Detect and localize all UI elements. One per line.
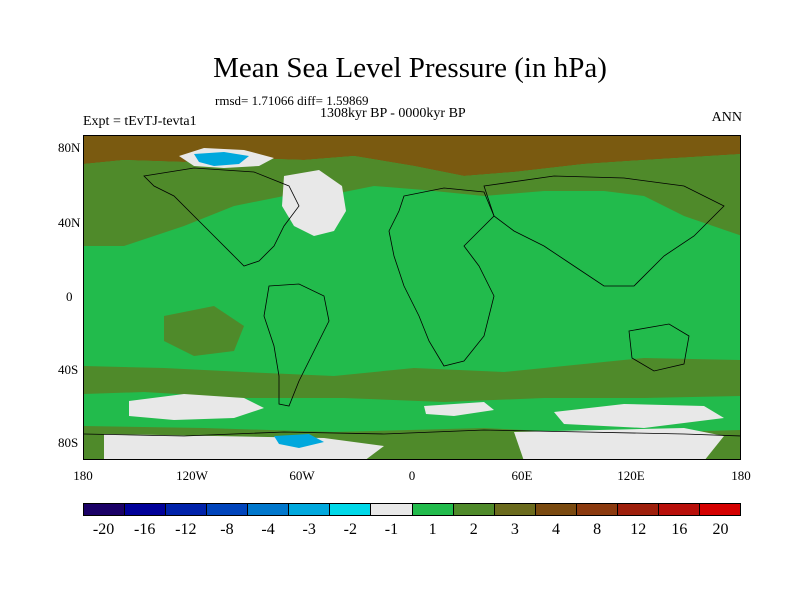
lon-label-0: 0 — [408, 468, 416, 483]
colorbar-tick-label: -8 — [220, 521, 234, 538]
arctic-high-region — [84, 136, 740, 176]
lon-label-180e: 180 — [731, 468, 751, 483]
colorbar-segment — [576, 504, 618, 515]
colorbar-segment — [289, 504, 331, 515]
colorbar-tick-label: 16 — [671, 521, 688, 538]
south-america-coast — [263, 283, 330, 407]
map-panel — [83, 135, 741, 460]
south-pacific-positive — [164, 306, 244, 356]
colorbar — [83, 503, 741, 516]
australia-coast — [628, 323, 690, 372]
season-label: ANN — [711, 110, 742, 125]
north-positive-band — [84, 154, 740, 246]
antarctica-coast — [84, 429, 740, 437]
period-text: 1308kyr BP - 0000kyr BP — [320, 106, 466, 121]
asia-coast — [483, 175, 725, 287]
colorbar-tick-label: 2 — [469, 521, 478, 538]
lon-label-180w: 180 — [73, 468, 93, 483]
experiment-label: Expt = tEvTJ-tevta1 — [83, 114, 197, 129]
coastlines — [84, 167, 740, 437]
lon-label-120w: 120W — [176, 468, 208, 483]
lon-label-60e: 60E — [511, 468, 533, 483]
antarctic-negative-region — [274, 434, 324, 448]
chart-title: Mean Sea Level Pressure (in hPa) — [213, 52, 607, 84]
colorbar-tick-label: 1 — [428, 521, 437, 538]
antarctic-east-near-zero — [514, 428, 724, 459]
colorbar-segment — [412, 504, 454, 515]
greenland-blue-region — [194, 152, 249, 166]
colorbar-segment — [166, 504, 208, 515]
southern-positive-band — [84, 358, 740, 402]
lat-label-80s: 80S — [58, 435, 79, 450]
colorbar-segment — [207, 504, 249, 515]
lon-label-60w: 60W — [289, 468, 315, 483]
southern-near-zero-ribbon-east — [554, 404, 724, 428]
colorbar-segment — [494, 504, 536, 515]
colorbar-tick-label: -20 — [92, 521, 115, 538]
colorbar-segment — [535, 504, 577, 515]
southern-near-zero-ribbon-central — [424, 402, 494, 416]
europe-africa-coast — [388, 187, 495, 367]
lat-label-40s: 40S — [58, 362, 79, 377]
southern-near-zero-ribbon-west — [129, 394, 264, 420]
colorbar-tick-label: -2 — [343, 521, 357, 538]
north-america-coast — [143, 167, 300, 267]
colorbar-tick-label: 8 — [593, 521, 602, 538]
colorbar-tick-label: -3 — [302, 521, 316, 538]
colorbar-tick-label: 3 — [510, 521, 519, 538]
colorbar-tick-label: -1 — [384, 521, 399, 538]
colorbar-tick-label: 12 — [630, 521, 647, 538]
colorbar-segment — [699, 504, 740, 515]
colorbar-segment — [330, 504, 372, 515]
lon-label-120e: 120E — [617, 468, 645, 483]
colorbar-segment — [125, 504, 167, 515]
north-atlantic-near-zero — [282, 170, 346, 236]
colorbar-tick-label: -12 — [175, 521, 197, 538]
colorbar-segment — [371, 504, 413, 515]
colorbar-segment — [453, 504, 495, 515]
colorbar-tick-label: 4 — [551, 521, 560, 538]
colorbar-tick-label: -16 — [134, 521, 156, 538]
colorbar-tick-label: 20 — [712, 521, 729, 538]
colorbar-segment — [617, 504, 659, 515]
colorbar-segment — [248, 504, 290, 515]
lat-label-0: 0 — [66, 289, 73, 304]
lat-label-40n: 40N — [58, 215, 81, 230]
lat-label-80n: 80N — [58, 140, 81, 155]
colorbar-segment — [84, 504, 126, 515]
map-svg — [84, 136, 740, 459]
colorbar-segment — [658, 504, 700, 515]
stats-text: rmsd= 1.71066 diff= 1.59869 — [215, 93, 369, 108]
colorbar-tick-label: -4 — [261, 521, 275, 538]
